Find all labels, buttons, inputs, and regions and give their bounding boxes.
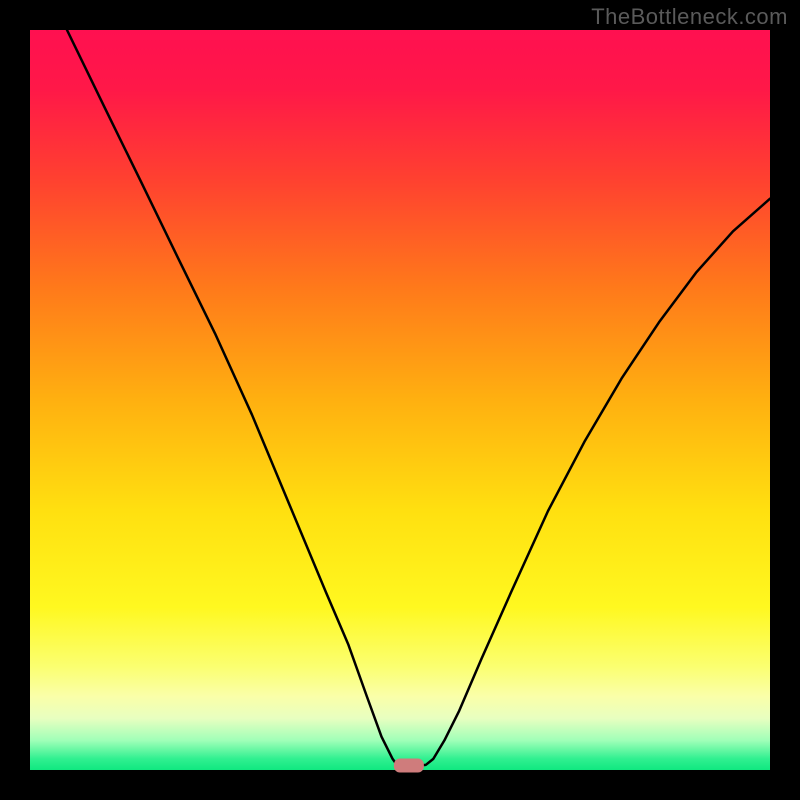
bottleneck-chart	[0, 0, 800, 800]
optimal-marker	[394, 759, 424, 773]
chart-container: TheBottleneck.com	[0, 0, 800, 800]
watermark-text: TheBottleneck.com	[591, 4, 788, 30]
plot-area	[30, 30, 770, 770]
